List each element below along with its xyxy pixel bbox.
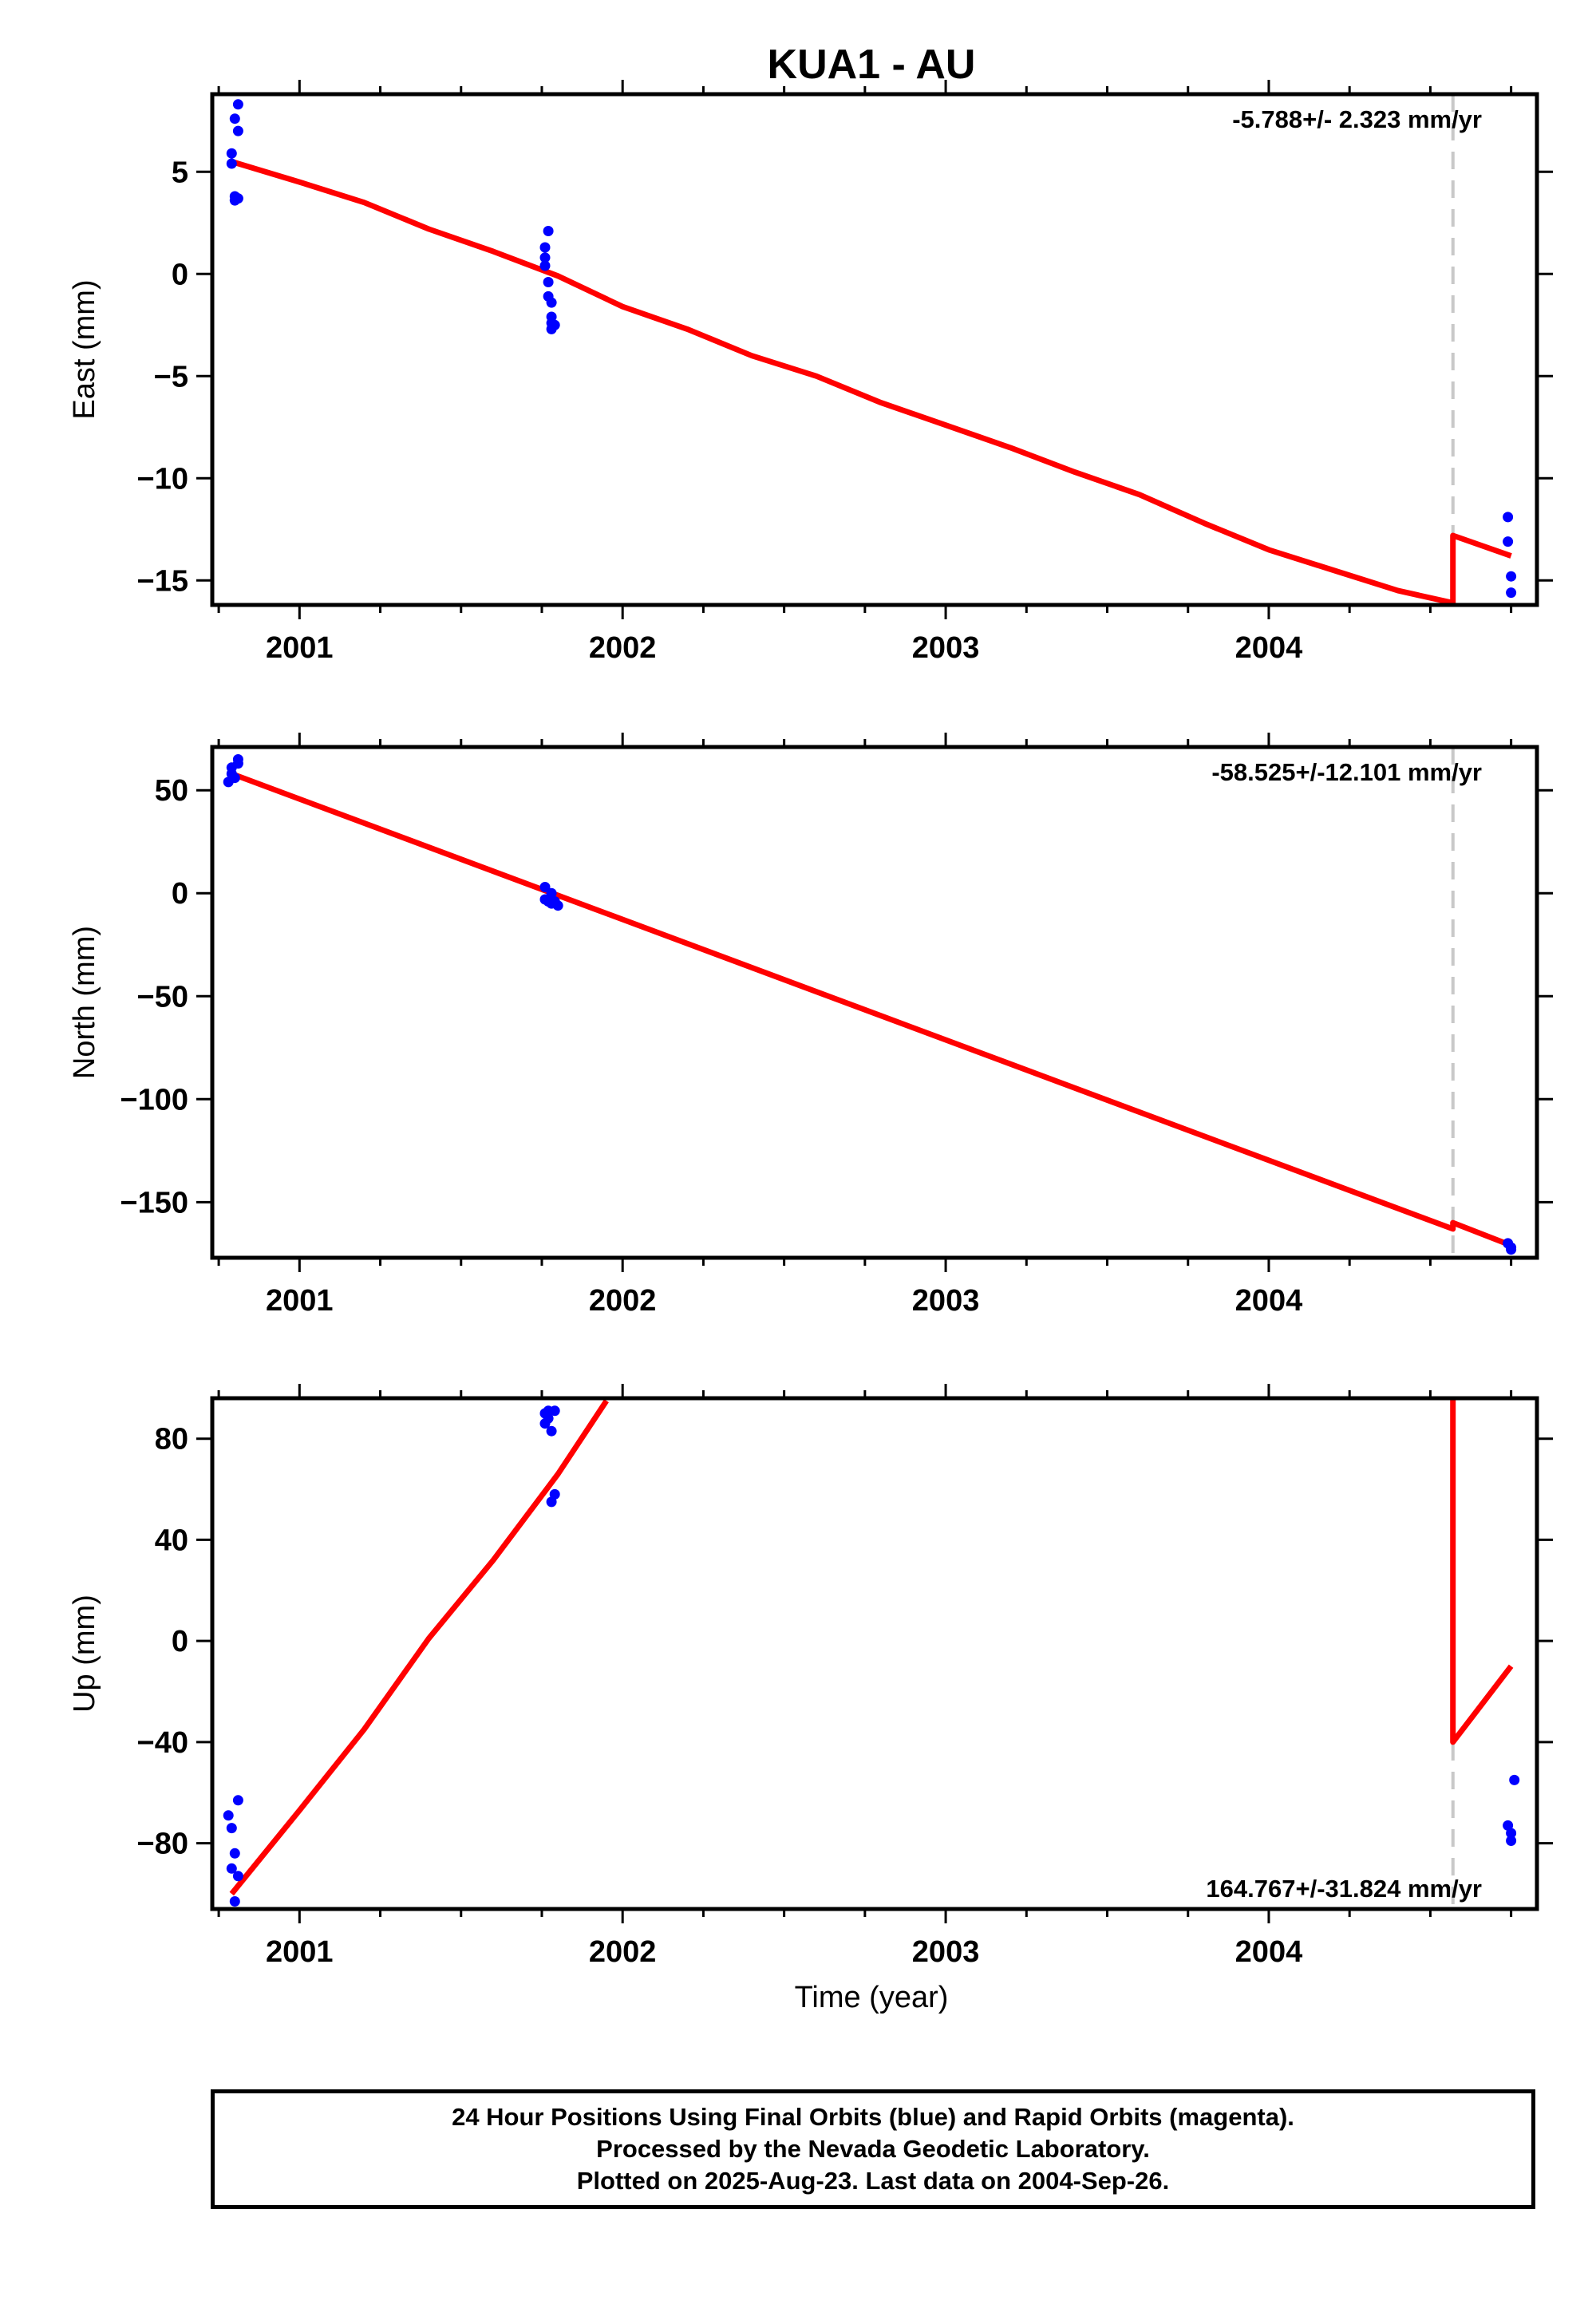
up-xtick-label-0: 2001 xyxy=(266,1935,334,1969)
north-ytick-label-4: −150 xyxy=(120,1186,188,1219)
east-ytick-label-1: 0 xyxy=(172,258,188,291)
east-xtick-label-0: 2001 xyxy=(266,631,334,665)
up-point-9 xyxy=(543,1413,554,1424)
north-frame xyxy=(210,745,1539,1260)
up-frame xyxy=(210,1396,1539,1911)
north-xtick-label-0: 2001 xyxy=(266,1284,334,1318)
east-xtick-label-1: 2002 xyxy=(589,631,657,665)
up-point-2 xyxy=(226,1863,237,1874)
up-ytick-label-4: −80 xyxy=(137,1828,188,1861)
east-point-14 xyxy=(546,297,557,308)
up-point-1 xyxy=(226,1823,237,1834)
east-xtick-label-3: 2004 xyxy=(1235,631,1303,665)
east-point-22 xyxy=(1506,587,1517,599)
footer-box: 24 Hour Positions Using Final Orbits (bl… xyxy=(211,2089,1535,2209)
east-rate-label: -5.788+/- 2.323 mm/yr xyxy=(1232,105,1482,133)
up-point-11 xyxy=(546,1425,557,1437)
up-point-3 xyxy=(229,1896,240,1907)
up-y-axis-label: Up (mm) xyxy=(68,1595,101,1713)
up-point-17 xyxy=(1506,1828,1517,1839)
east-panel: 2001 2002 2003 2004 5 0 −5 −10 −15 East (mm) -5.78… xyxy=(68,80,1553,665)
footer-line-1: 24 Hour Positions Using Final Orbits (bl… xyxy=(452,2103,1294,2131)
up-panel: 2001 2002 2003 2004 80 40 0 −40 −80 Up (mm) 164.76… xyxy=(68,1384,1553,1969)
up-point-18 xyxy=(1509,1774,1520,1785)
north-xtick-label-1: 2002 xyxy=(589,1284,657,1318)
east-point-5 xyxy=(232,125,243,136)
up-ytick-label-2: 0 xyxy=(172,1625,188,1658)
east-ytick-label-2: −5 xyxy=(154,360,188,393)
east-frame xyxy=(210,92,1539,607)
east-point-4 xyxy=(229,113,240,124)
footer-line-2: Processed by the Nevada Geodetic Laborat… xyxy=(596,2135,1150,2163)
north-ytick-label-3: −100 xyxy=(120,1083,188,1117)
up-point-13 xyxy=(549,1488,560,1500)
east-ytick-label-0: 5 xyxy=(172,156,188,189)
north-point-3 xyxy=(229,773,240,784)
north-ytick-label-2: −50 xyxy=(137,980,188,1014)
east-point-20 xyxy=(1503,536,1514,547)
north-y-axis-label: North (mm) xyxy=(68,926,101,1079)
up-point-6 xyxy=(232,1871,243,1882)
east-ytick-label-3: −10 xyxy=(137,462,188,496)
up-point-14 xyxy=(549,1405,560,1417)
east-point-1 xyxy=(226,158,237,169)
east-ytick-label-4: −15 xyxy=(137,564,188,598)
north-model-line xyxy=(231,771,1512,1248)
up-point-4 xyxy=(229,1848,240,1859)
north-point-15 xyxy=(1506,1242,1517,1253)
east-model-line xyxy=(231,159,1512,605)
east-xtick-label-2: 2003 xyxy=(912,631,980,665)
east-point-6 xyxy=(232,99,243,110)
up-xtick-label-1: 2002 xyxy=(589,1935,657,1969)
east-point-12 xyxy=(543,277,554,287)
up-point-16 xyxy=(1506,1836,1517,1846)
north-xtick-label-2: 2003 xyxy=(912,1284,980,1318)
up-ytick-label-3: −40 xyxy=(137,1726,188,1760)
up-xtick-label-2: 2003 xyxy=(912,1935,980,1969)
up-rate-label: 164.767+/-31.824 mm/yr xyxy=(1206,1875,1482,1903)
footer-line-3: Plotted on 2025-Aug-23. Last data on 200… xyxy=(576,2167,1170,2195)
x-axis-label: Time (year) xyxy=(795,1981,949,2014)
east-point-9 xyxy=(539,252,551,263)
east-y-axis-label: East (mm) xyxy=(68,279,101,419)
east-point-11 xyxy=(543,226,554,236)
east-point-10 xyxy=(539,260,551,271)
up-xtick-label-3: 2004 xyxy=(1235,1935,1303,1969)
north-xtick-label-3: 2004 xyxy=(1235,1284,1303,1318)
up-point-5 xyxy=(232,1795,243,1806)
up-model-line-after xyxy=(1450,1398,1514,1745)
north-ytick-label-1: 0 xyxy=(172,877,188,911)
east-point-7 xyxy=(232,193,243,204)
north-point-9 xyxy=(546,887,557,899)
north-point-12 xyxy=(552,900,563,911)
north-point-6 xyxy=(539,882,551,892)
east-point-21 xyxy=(1506,571,1517,582)
east-point-8 xyxy=(539,242,551,253)
up-ytick-label-1: 40 xyxy=(155,1524,188,1557)
east-point-19 xyxy=(1503,512,1514,523)
north-point-5 xyxy=(232,758,243,769)
up-ytick-label-0: 80 xyxy=(155,1423,188,1456)
north-panel: 2001 2002 2003 2004 50 0 −50 −100 −150 North (mm)… xyxy=(68,733,1553,1318)
up-point-0 xyxy=(223,1810,234,1821)
north-rate-label: -58.525+/-12.101 mm/yr xyxy=(1211,758,1482,786)
north-ytick-label-0: 50 xyxy=(155,774,188,808)
up-model-line xyxy=(229,1399,609,1896)
chart-title: KUA1 - AU xyxy=(768,41,976,88)
east-point-18 xyxy=(549,319,560,330)
east-point-0 xyxy=(226,148,237,159)
